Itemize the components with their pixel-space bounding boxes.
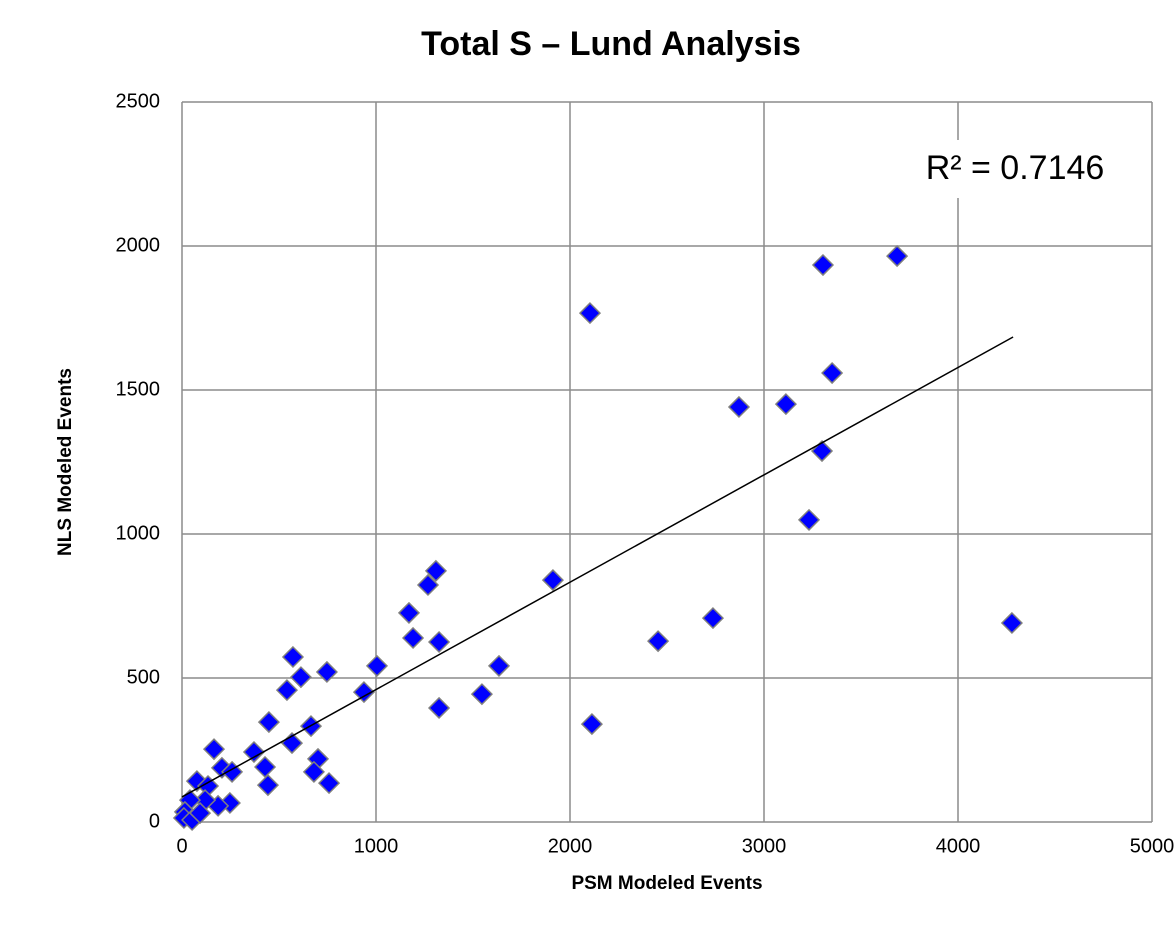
point: [424, 559, 448, 582]
point: [811, 253, 835, 277]
x-tick-label: 1000: [354, 835, 399, 857]
point: [701, 607, 725, 630]
point: [397, 601, 421, 624]
y-tick-label: 500: [127, 666, 160, 688]
point: [774, 393, 797, 416]
point: [797, 508, 821, 531]
point: [886, 245, 909, 268]
point: [541, 569, 564, 592]
point: [727, 395, 751, 419]
y-tick-label: 0: [149, 810, 160, 832]
y-tick-label: 1500: [116, 378, 161, 400]
point: [256, 774, 280, 797]
point: [427, 630, 451, 654]
point: [1000, 611, 1023, 635]
point: [188, 802, 212, 825]
point: [289, 666, 312, 689]
annotation: R² = 0.7146: [926, 149, 1105, 187]
point: [302, 760, 325, 783]
point: [416, 573, 440, 597]
point: [427, 696, 451, 720]
y-tick-label: 2500: [116, 90, 161, 112]
point: [647, 630, 670, 653]
point: [487, 654, 511, 677]
point: [242, 740, 266, 764]
point: [281, 645, 305, 669]
point: [821, 361, 844, 385]
chart-title: Total S – Lund Analysis: [421, 25, 801, 63]
x-tick-label: 4000: [936, 835, 981, 857]
x-tick-label: 3000: [742, 835, 787, 857]
x-tick-label: 5000: [1130, 835, 1174, 857]
point: [470, 683, 493, 706]
y-axis-title: NLS Modeled Events: [55, 368, 76, 556]
trendline: [181, 336, 1014, 798]
point: [253, 755, 277, 779]
x-tick-label: 0: [176, 835, 187, 857]
point: [401, 626, 425, 650]
point: [257, 711, 280, 734]
y-tick-label: 2000: [116, 234, 161, 256]
point: [580, 713, 603, 736]
x-axis-title: PSM Modeled Events: [571, 873, 762, 894]
point: [352, 681, 376, 704]
point: [202, 738, 226, 761]
y-tick-label: 1000: [116, 522, 161, 544]
annotation-background: [890, 140, 1140, 198]
point: [317, 772, 341, 795]
point: [810, 439, 834, 463]
point: [275, 679, 299, 702]
point: [315, 660, 338, 684]
point: [578, 302, 602, 325]
x-tick-label: 2000: [548, 835, 593, 857]
point: [365, 654, 389, 677]
